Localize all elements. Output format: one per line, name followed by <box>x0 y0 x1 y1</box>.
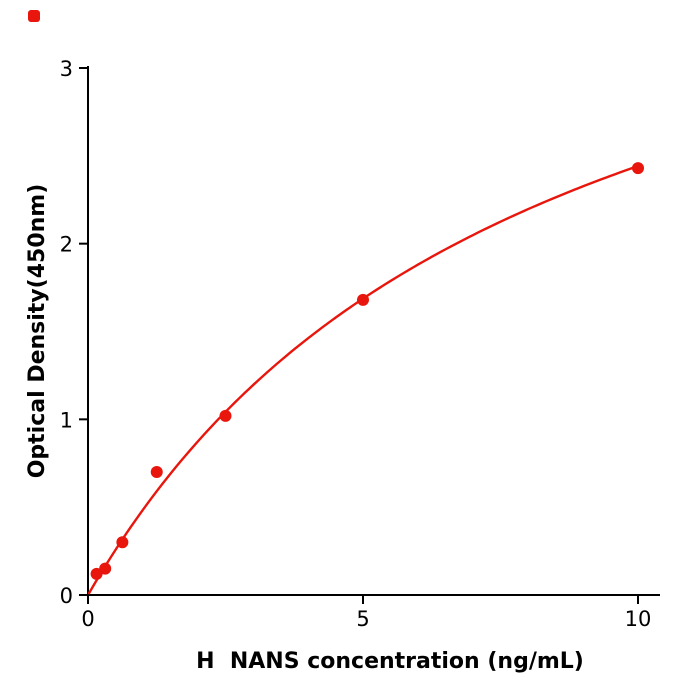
data-point <box>150 466 163 479</box>
x-tick-label: 0 <box>81 607 94 631</box>
axes-layer: 0 5 10 0 1 2 3 <box>60 57 660 631</box>
data-point <box>116 536 129 549</box>
data-point <box>632 162 644 175</box>
data-point <box>90 567 103 580</box>
x-tick-label: 5 <box>356 607 369 631</box>
data-point <box>219 409 232 422</box>
fit-curve-layer <box>87 164 640 595</box>
y-tick-label: 2 <box>60 233 73 257</box>
data-point <box>99 562 112 575</box>
y-axis-title: Optical Density(450nm) <box>25 184 50 479</box>
logo-dot <box>28 10 40 22</box>
y-tick-label: 3 <box>60 57 73 81</box>
data-point <box>357 293 369 306</box>
x-tick-label: 10 <box>625 607 652 631</box>
fit-curve <box>87 164 640 595</box>
y-tick-label: 1 <box>60 408 73 432</box>
data-points-layer <box>90 162 644 580</box>
x-axis-title: H NANS concentration (ng/mL) <box>196 649 584 674</box>
y-tick-label: 0 <box>60 584 73 608</box>
